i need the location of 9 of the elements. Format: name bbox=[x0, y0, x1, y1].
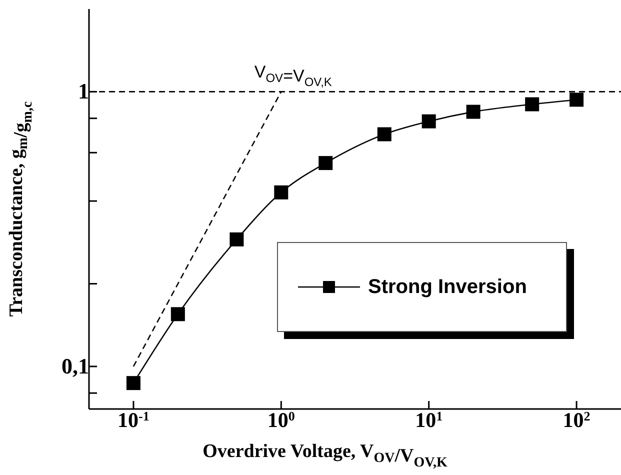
x-axis-title: Overdrive Voltage, V$_{OV}$/V$_{OV,K}$ bbox=[202, 441, 448, 470]
x-tick-label: 10$^{1}$ bbox=[415, 408, 443, 432]
annotation: V$_{OV}$=V$_{OV,K}$ bbox=[254, 62, 332, 89]
x-tick-label: 10$^{0}$ bbox=[267, 408, 295, 432]
x-tick-label: 10$^{-1}$ bbox=[118, 408, 150, 432]
y-tick-label: 0,1 bbox=[62, 353, 89, 378]
x-tick-label: 10$^{2}$ bbox=[562, 408, 590, 432]
legend-label: Strong Inversion bbox=[368, 276, 527, 298]
y-tick-label: 1 bbox=[78, 78, 89, 104]
